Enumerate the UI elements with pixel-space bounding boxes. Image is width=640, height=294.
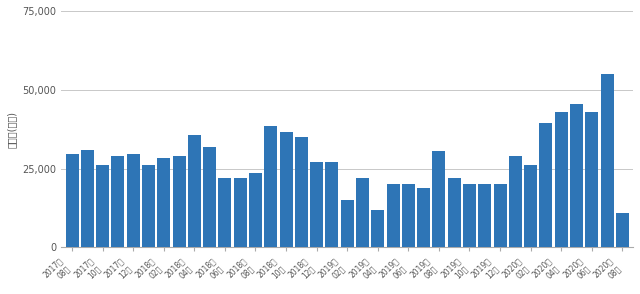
Bar bbox=[96, 166, 109, 248]
Bar bbox=[540, 123, 552, 248]
Bar bbox=[249, 173, 262, 248]
Bar bbox=[173, 156, 186, 248]
Bar bbox=[203, 146, 216, 248]
Bar bbox=[65, 154, 79, 248]
Bar bbox=[81, 150, 94, 248]
Bar bbox=[448, 178, 461, 248]
Bar bbox=[310, 162, 323, 248]
Bar bbox=[570, 104, 583, 248]
Bar bbox=[417, 188, 430, 248]
Bar bbox=[478, 184, 492, 248]
Bar bbox=[157, 158, 170, 248]
Bar bbox=[234, 178, 246, 248]
Bar bbox=[463, 184, 476, 248]
Bar bbox=[555, 112, 568, 248]
Bar bbox=[433, 151, 445, 248]
Bar bbox=[264, 126, 277, 248]
Bar bbox=[218, 178, 232, 248]
Bar bbox=[402, 184, 415, 248]
Bar bbox=[387, 184, 399, 248]
Bar bbox=[111, 156, 124, 248]
Bar bbox=[616, 213, 629, 248]
Bar bbox=[280, 132, 292, 248]
Bar bbox=[586, 112, 598, 248]
Bar bbox=[188, 136, 201, 248]
Bar bbox=[493, 184, 507, 248]
Y-axis label: 거래량(건수): 거래량(건수) bbox=[7, 111, 17, 148]
Bar bbox=[509, 156, 522, 248]
Bar bbox=[600, 74, 614, 248]
Bar bbox=[127, 154, 140, 248]
Bar bbox=[371, 210, 384, 248]
Bar bbox=[340, 200, 354, 248]
Bar bbox=[295, 137, 308, 248]
Bar bbox=[325, 162, 339, 248]
Bar bbox=[142, 166, 155, 248]
Bar bbox=[356, 178, 369, 248]
Bar bbox=[524, 166, 537, 248]
